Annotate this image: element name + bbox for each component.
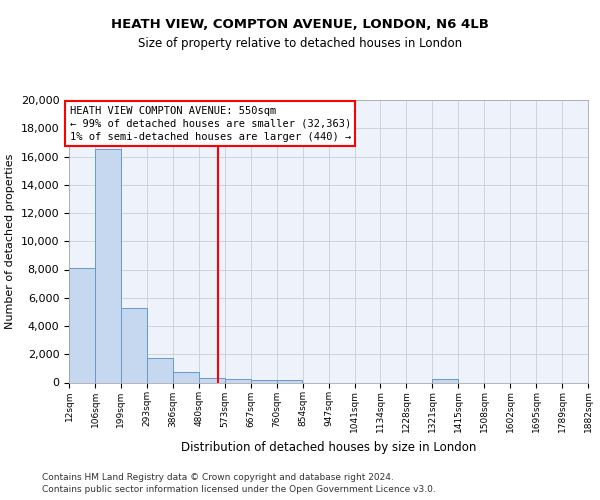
Bar: [121, 308, 147, 382]
Bar: [199, 378, 224, 382]
Bar: [251, 380, 277, 382]
Bar: [95, 150, 121, 382]
Text: Contains HM Land Registry data © Crown copyright and database right 2024.: Contains HM Land Registry data © Crown c…: [42, 472, 394, 482]
Bar: [69, 268, 95, 382]
Text: Size of property relative to detached houses in London: Size of property relative to detached ho…: [138, 38, 462, 51]
Text: HEATH VIEW, COMPTON AVENUE, LONDON, N6 4LB: HEATH VIEW, COMPTON AVENUE, LONDON, N6 4…: [111, 18, 489, 30]
Y-axis label: Number of detached properties: Number of detached properties: [5, 154, 15, 329]
Bar: [277, 380, 302, 382]
Bar: [173, 372, 199, 382]
Text: HEATH VIEW COMPTON AVENUE: 550sqm
← 99% of detached houses are smaller (32,363)
: HEATH VIEW COMPTON AVENUE: 550sqm ← 99% …: [70, 106, 351, 142]
Bar: [432, 380, 458, 382]
Bar: [224, 378, 251, 382]
Bar: [147, 358, 173, 382]
Text: Contains public sector information licensed under the Open Government Licence v3: Contains public sector information licen…: [42, 485, 436, 494]
X-axis label: Distribution of detached houses by size in London: Distribution of detached houses by size …: [181, 440, 476, 454]
